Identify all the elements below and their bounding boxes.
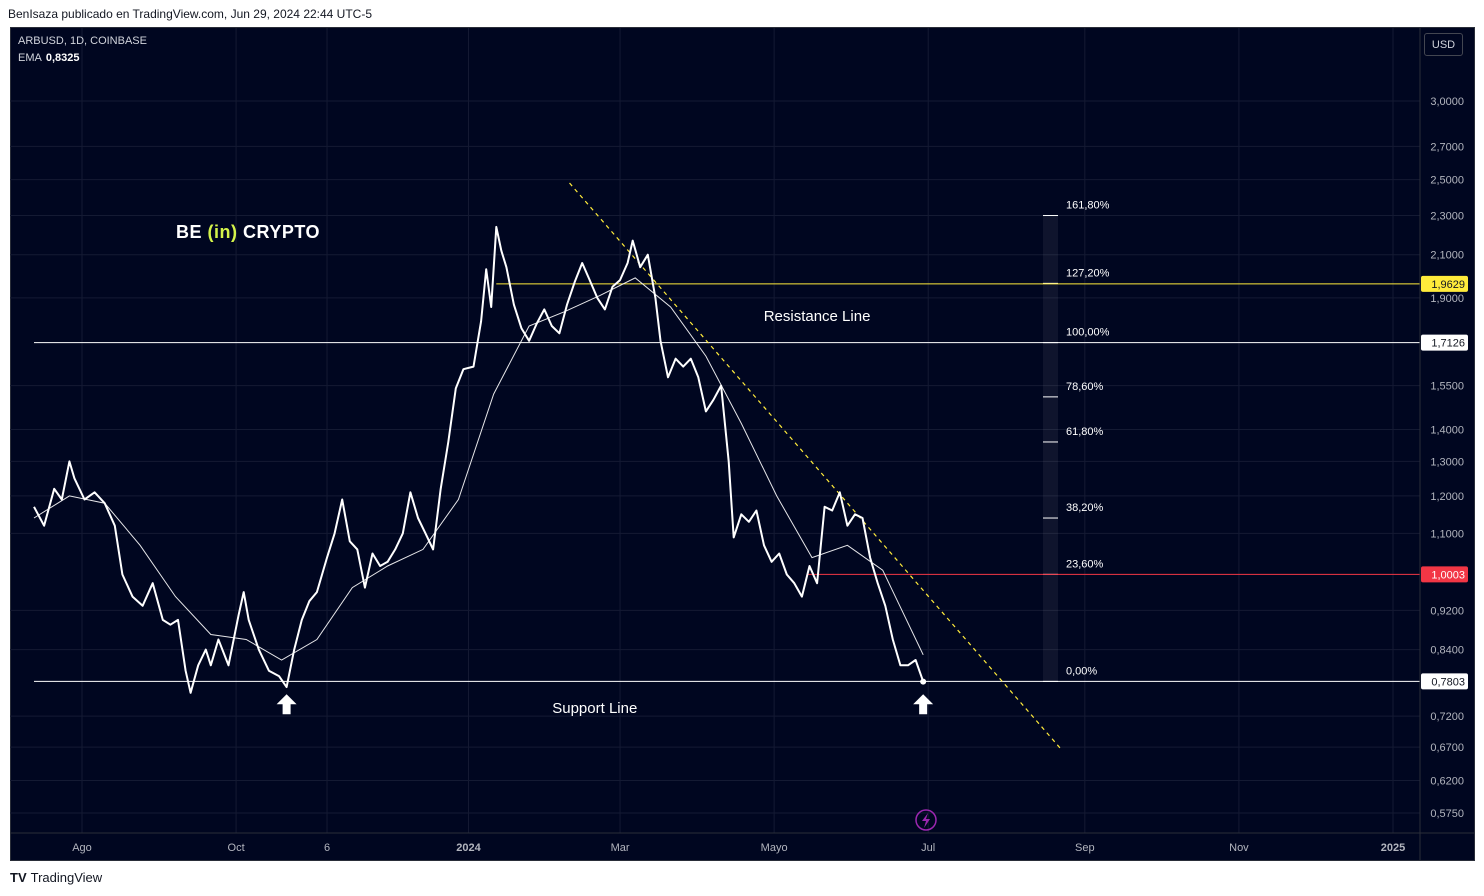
brand-logo: BE (in) CRYPTO	[176, 222, 320, 243]
publisher-caption: BenIsaza publicado en TradingView.com, J…	[8, 7, 373, 21]
brand-left: BE	[176, 222, 208, 242]
fib-level-label: 0,00%	[1066, 665, 1097, 677]
ema-value: 0,8325	[45, 52, 80, 64]
lightning-icon	[915, 809, 937, 831]
price-tick-label: 0,5750	[1430, 808, 1464, 820]
price-tick-label: 2,1000	[1430, 250, 1464, 262]
time-tick-label: Mar	[611, 842, 630, 854]
price-tick-label: 0,8400	[1430, 645, 1464, 657]
time-axis: Ago Oct 6 2024 Mar Mayo Jul Sep Nov 2025	[10, 832, 1474, 854]
price-tick-label: 1,5500	[1430, 381, 1464, 393]
price-label-text: 1,0003	[1431, 569, 1465, 581]
ema-label: EMA	[18, 52, 42, 64]
time-tick-label: Oct	[228, 842, 245, 854]
fib-level-label: 127,20%	[1066, 267, 1110, 279]
annotations: Resistance Line Support Line	[276, 308, 934, 717]
time-tick-label: Mayo	[761, 842, 788, 854]
time-tick-label: Ago	[72, 842, 92, 854]
price-line	[33, 225, 925, 694]
fib-level-label: 38,20%	[1066, 502, 1104, 514]
series	[33, 225, 927, 694]
ema-legend: EMA 0,8325	[18, 52, 80, 64]
time-tick-label: 2025	[1381, 842, 1405, 854]
fib-level-label: 100,00%	[1066, 327, 1110, 339]
lightning-bolt-icon	[922, 813, 930, 828]
tradingview-mark-icon: TV	[10, 870, 27, 885]
price-tick-label: 0,7200	[1430, 711, 1464, 723]
last-price-dot	[920, 678, 927, 685]
price-label-box	[1421, 566, 1468, 583]
price-label-box	[1421, 275, 1468, 292]
fib-level-label: 23,60%	[1066, 558, 1104, 570]
up-arrow-icon	[913, 694, 934, 715]
time-tick-label: 6	[324, 842, 330, 854]
price-label-text: 0,7803	[1431, 676, 1465, 688]
time-tick-label: 2024	[456, 842, 481, 854]
fib-level-label: 161,80%	[1066, 200, 1110, 212]
price-tick-label: 1,2000	[1430, 491, 1464, 503]
up-arrow-icon	[276, 694, 297, 715]
price-tick-label: 2,7000	[1430, 141, 1464, 153]
price-tick-label: 1,4000	[1430, 424, 1464, 436]
brand-middle: (in)	[207, 222, 238, 242]
price-label-text: 1,7126	[1431, 338, 1465, 350]
price-axis: 3,0000 2,7000 2,5000 2,3000 2,1000 1,9000 1,55…	[1419, 28, 1464, 860]
tradingview-footer[interactable]: TV TradingView	[10, 870, 102, 885]
fib-level-label: 78,60%	[1066, 381, 1104, 393]
time-tick-label: Nov	[1229, 842, 1249, 854]
ema-line	[33, 277, 924, 661]
fib-band	[1043, 215, 1058, 682]
fib-level-label: 61,80%	[1066, 426, 1104, 438]
price-tick-label: 0,6700	[1430, 742, 1464, 754]
trendline	[569, 182, 1063, 751]
price-tick-label: 2,5000	[1430, 175, 1464, 187]
price-label-text: 1,9629	[1431, 279, 1465, 291]
price-label-box	[1421, 334, 1468, 351]
descending-trendline	[569, 182, 1063, 751]
fibonacci-levels: 161,80% 127,20% 100,00% 78,60% 61,80% 38,20% 2…	[1043, 200, 1110, 682]
horizontal-lines: 1,9629 1,7126 1,0003 0,7803	[34, 275, 1468, 690]
extras	[915, 809, 937, 831]
price-tick-label: 2,3000	[1430, 211, 1464, 223]
price-tick-label: 1,1000	[1430, 528, 1464, 540]
time-tick-label: Jul	[921, 842, 935, 854]
chart-annotation: Resistance Line	[764, 308, 871, 325]
price-tick-label: 1,9000	[1430, 293, 1464, 305]
time-tick-label: Sep	[1075, 842, 1095, 854]
chart-frame[interactable]	[10, 27, 1475, 861]
brand-right: CRYPTO	[237, 222, 321, 242]
price-tick-label: 3,0000	[1430, 96, 1464, 108]
footer-text: TradingView	[30, 870, 103, 885]
symbol-info: ARBUSD, 1D, COINBASE	[18, 35, 147, 47]
price-tick-label: 0,6200	[1430, 776, 1464, 788]
currency-button[interactable]: USD	[1424, 33, 1463, 56]
price-tick-label: 0,9200	[1430, 605, 1464, 617]
grid	[10, 28, 1420, 833]
chart-annotation: Support Line	[552, 700, 637, 717]
price-tick-label: 1,3000	[1430, 456, 1464, 468]
price-label-box	[1421, 673, 1468, 690]
